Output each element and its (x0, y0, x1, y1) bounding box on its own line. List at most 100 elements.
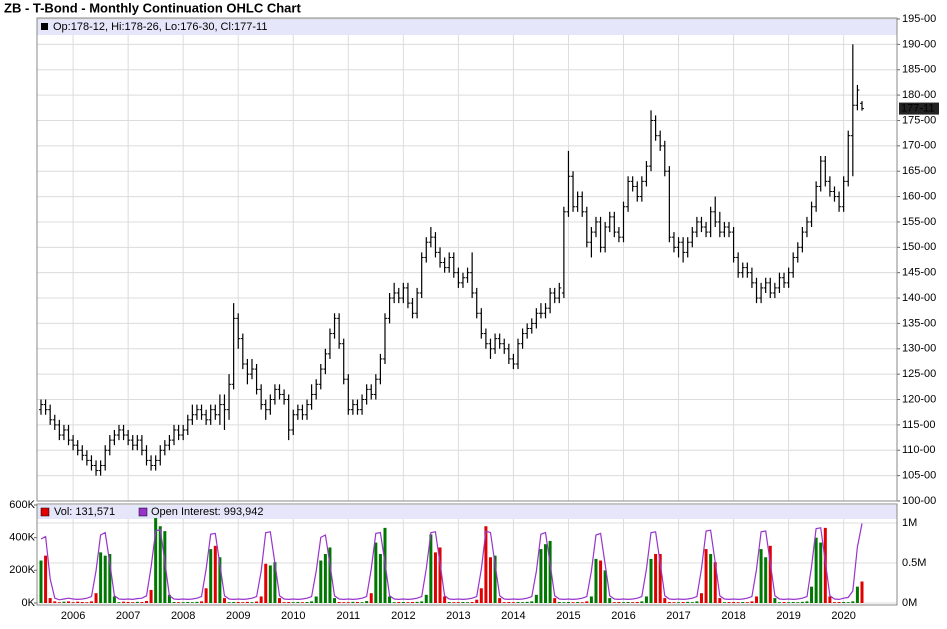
price-frame (36, 17, 898, 502)
y-tick-label: 180-00 (902, 89, 936, 101)
volume-bar (832, 602, 836, 603)
volume-bar (562, 602, 566, 603)
volume-bar (57, 602, 61, 603)
x-tick-label: 2017 (666, 610, 690, 622)
y2-tick-label: 1M (902, 517, 917, 529)
volume-bar (310, 601, 314, 603)
volume-bar (374, 542, 378, 603)
volume-bar (76, 601, 80, 603)
volume-bar (855, 586, 859, 603)
volume-bar (764, 557, 768, 603)
volume-bar (190, 602, 194, 603)
volume-bar (713, 562, 717, 603)
volume-bar (392, 602, 396, 603)
volume-bar (346, 602, 350, 603)
volume-bar (167, 594, 171, 603)
volume-bar (227, 602, 231, 603)
volume-bar (397, 602, 401, 603)
volume-bar (122, 601, 126, 603)
volume-bar (365, 601, 369, 603)
volume-bar (126, 602, 130, 603)
y-tick-label: 105-00 (902, 470, 936, 482)
volume-bar (305, 602, 309, 603)
volume-bar (236, 602, 240, 603)
x-tick-label: 2015 (556, 610, 580, 622)
volume-bar (828, 596, 832, 603)
volume-bar (85, 602, 89, 603)
y-tick-label: 115-00 (902, 419, 935, 431)
volume-bar (727, 602, 731, 603)
y-tick-label: 160-00 (902, 190, 936, 202)
volume-bar (805, 601, 809, 603)
y-tick-label: 135-00 (902, 317, 936, 329)
volume-bar (686, 601, 690, 603)
volume-bar (484, 526, 488, 603)
volume-bar (112, 596, 116, 603)
volume-bar (360, 602, 364, 603)
volume-bar (181, 602, 185, 603)
legend-text: Vol: 131,571 (54, 506, 115, 518)
volume-bar (741, 602, 745, 603)
volume-bar (401, 602, 405, 603)
volume-bar (690, 602, 694, 603)
volume-bar (80, 602, 84, 603)
y2-tick-label: 0.5M (902, 557, 926, 569)
volume-bar (750, 601, 754, 603)
volume-bar (534, 594, 538, 603)
y-tick-label: 150-00 (902, 241, 936, 253)
volume-bar (200, 601, 204, 603)
volume-bar (314, 596, 318, 603)
volume-bar (773, 598, 777, 603)
volume-bar (287, 602, 291, 603)
volume-bar (337, 602, 341, 603)
volume-bar (493, 555, 497, 603)
volume-bar (144, 601, 148, 603)
volume-bar (94, 593, 98, 603)
volume-bar (658, 554, 662, 603)
volume-bar (589, 596, 593, 603)
volume-bar (424, 594, 428, 603)
volume-bar (819, 542, 823, 603)
volume-bar (268, 565, 272, 603)
y-tick-label: 140-00 (902, 292, 936, 304)
x-tick-label: 2011 (336, 610, 360, 622)
volume-bar (516, 602, 520, 603)
volume-bar (718, 598, 722, 603)
y-tick-label: 110-00 (902, 444, 935, 456)
volume-bar (420, 601, 424, 603)
volume-bar (654, 554, 658, 603)
volume-bar (296, 602, 300, 603)
x-tick-label: 2018 (721, 610, 745, 622)
y-tick-label: 100-00 (902, 495, 936, 507)
volume-bar (511, 602, 515, 603)
volume-bar (663, 598, 667, 603)
volume-bar (800, 601, 804, 603)
volume-bar (851, 601, 855, 603)
volume-bar (67, 601, 71, 603)
volume-bar (204, 588, 208, 603)
volume-bar (245, 601, 249, 603)
volume-bar (635, 602, 639, 603)
volume-bar (172, 602, 176, 603)
volume-bar (759, 549, 763, 603)
volume-bar (273, 562, 277, 603)
x-tick-label: 2020 (831, 610, 855, 622)
volume-bar (585, 601, 589, 603)
x-tick-label: 2008 (171, 610, 195, 622)
volume-bar (177, 602, 181, 603)
volume-frame (36, 503, 898, 606)
volume-bar (644, 596, 648, 603)
volume-bar (621, 602, 625, 603)
volume-bar (677, 602, 681, 603)
volume-bar (213, 545, 217, 603)
volume-bar (736, 602, 740, 603)
volume-bar (433, 552, 437, 603)
volume-bar (681, 602, 685, 603)
volume-bar (39, 560, 43, 603)
volume-bar (300, 602, 304, 603)
volume-bar (278, 598, 282, 603)
volume-bar (814, 537, 818, 603)
volume-bar (745, 602, 749, 603)
volume-bar (837, 602, 841, 603)
volume-bar (135, 601, 139, 603)
